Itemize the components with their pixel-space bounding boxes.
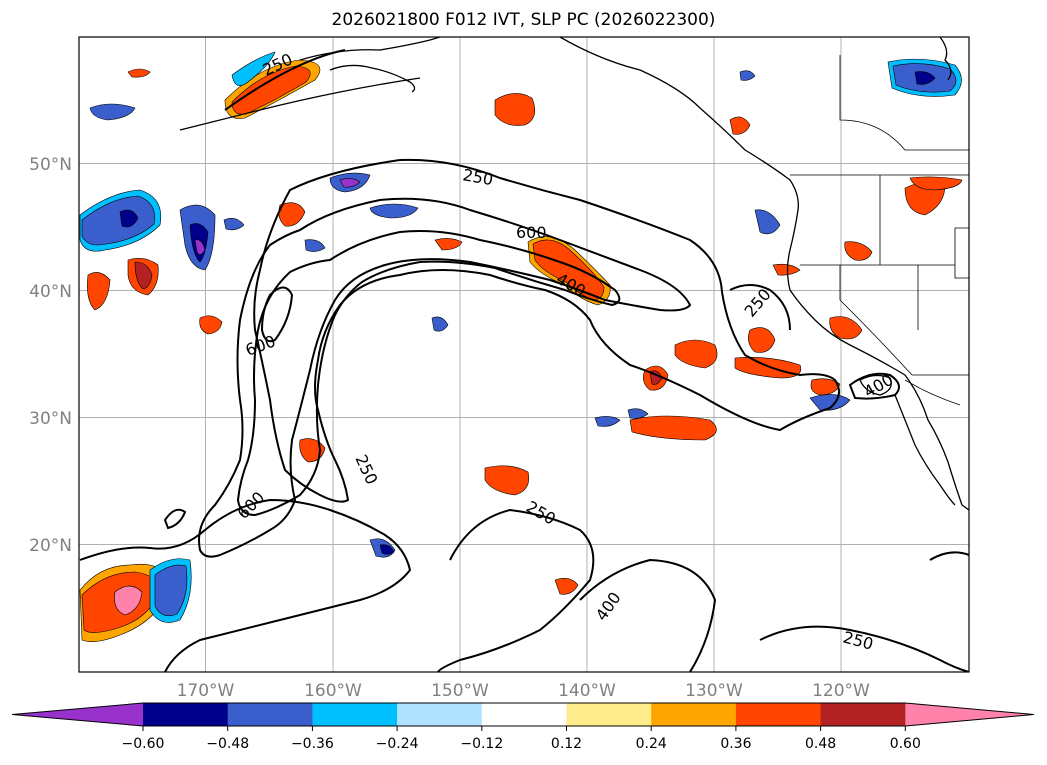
anomaly-blob: [754, 209, 781, 235]
colorbar-segment: [143, 703, 229, 726]
lat-label: 20°N: [29, 536, 72, 556]
contour-label: 600: [516, 223, 547, 242]
anomaly-blob: [278, 202, 306, 227]
anomaly-blob: [114, 585, 143, 616]
colorbar-segment: [397, 703, 483, 726]
colorbar-tick-label: 0.60: [890, 736, 921, 752]
anomaly-blob: [809, 394, 851, 411]
anomaly-blob: [829, 316, 863, 340]
anomaly-blob: [772, 263, 801, 276]
anomaly-blob: [434, 238, 463, 251]
lon-label: 120°W: [812, 681, 870, 701]
contour-small: [929, 551, 969, 561]
contour-small: [163, 508, 187, 530]
anomaly-blob: [844, 241, 873, 261]
colorbar-tick-label: −0.24: [376, 736, 419, 752]
anomaly-blob: [532, 239, 605, 301]
colorbar-segment: [312, 703, 398, 726]
anomaly-blob: [134, 261, 153, 290]
anomaly-blob: [594, 416, 621, 427]
anomaly-blob: [119, 209, 139, 228]
lat-label: 30°N: [29, 409, 72, 429]
colorbar-tick-label: 0.24: [636, 736, 667, 752]
anomaly-blob: [127, 68, 151, 78]
map-frame: [78, 36, 970, 673]
colorbar-tick-label: −0.36: [291, 736, 334, 752]
coastlines: [179, 37, 969, 511]
anomaly-blob: [154, 564, 188, 617]
anomaly-blob: [629, 415, 717, 441]
colorbar-segment: [651, 703, 737, 726]
lat-label: 40°N: [29, 282, 72, 302]
colorbar-segment: [227, 703, 313, 726]
contour-lines: [79, 49, 969, 672]
anomaly-blob: [194, 239, 206, 255]
colorbar-tick-label: 0.48: [805, 736, 836, 752]
contour-400-south: [579, 558, 717, 672]
lon-label: 170°W: [177, 681, 235, 701]
contour-250-main: [253, 158, 840, 503]
contour-600-main: [236, 230, 621, 517]
anomaly-blob: [909, 176, 963, 191]
anomaly-blob: [627, 408, 649, 419]
anomaly-blob: [748, 327, 776, 353]
anomaly-blob: [199, 315, 223, 335]
map-title: 2026021800 F012 IVT, SLP PC (2026022300): [331, 10, 716, 30]
contour-250-east: [729, 284, 791, 331]
contour-250-nw: [224, 49, 346, 111]
colorbar-segment: [735, 703, 822, 726]
anomaly-blob: [484, 465, 529, 496]
colorbar-extend-min: [12, 703, 143, 726]
lat-labels: 20°N 30°N 40°N 50°N: [29, 155, 72, 556]
anomaly-blob: [81, 195, 155, 246]
contour-600-small: [260, 286, 294, 343]
anomaly-blob: [89, 103, 136, 121]
anomaly-blob: [810, 378, 841, 396]
anomaly-blob: [729, 116, 751, 135]
state-borders: [790, 55, 969, 406]
colorbar-segment: [820, 703, 906, 726]
anomaly-blob: [431, 316, 449, 332]
map-panel: 250 250 250 250 250 250 250 400 400 400 …: [79, 37, 969, 672]
anomaly-blob: [914, 71, 936, 85]
anomaly-blob: [379, 544, 395, 555]
lon-label: 140°W: [558, 681, 616, 701]
colorbar-tick-label: −0.12: [460, 736, 503, 752]
lon-labels: 170°W 160°W 150°W 140°W 130°W 120°W: [177, 681, 870, 701]
colorbar-tick-label: −0.60: [122, 736, 165, 752]
contour-400-east: [848, 372, 900, 400]
anomaly-blob: [554, 578, 579, 595]
contour-250-south2: [437, 508, 595, 672]
colorbar: −0.60 −0.48 −0.36 −0.24 −0.12 0.12 0.24 0.36 0.4…: [11, 702, 1035, 752]
positive-anomaly-areas: [79, 59, 963, 642]
contour-250-southeast: [759, 625, 969, 672]
anomaly-blob: [223, 218, 245, 231]
anomaly-blob: [87, 272, 111, 311]
contour-250-south: [79, 498, 412, 672]
anomaly-blob: [674, 339, 718, 369]
lon-label: 130°W: [685, 681, 743, 701]
lat-label: 50°N: [29, 155, 72, 175]
anomaly-blob: [369, 203, 419, 219]
lon-label: 160°W: [304, 681, 362, 701]
negative-anomaly-areas: [79, 51, 962, 623]
anomaly-blob: [231, 51, 276, 86]
anomaly-blob: [739, 70, 756, 81]
colorbar-tick-label: 0.12: [551, 736, 582, 752]
colorbar-extend-max: [905, 703, 1034, 726]
anomaly-blob: [494, 93, 536, 126]
lon-label: 150°W: [431, 681, 489, 701]
anomaly-blob: [339, 178, 361, 188]
colorbar-segment: [566, 703, 652, 726]
contour-400-main: [198, 197, 692, 558]
anomaly-blob: [231, 65, 311, 115]
anomaly-blob: [304, 239, 326, 252]
colorbar-segment: [481, 703, 567, 726]
colorbar-tick-label: 0.36: [720, 736, 751, 752]
colorbar-tick-label: −0.48: [206, 736, 249, 752]
